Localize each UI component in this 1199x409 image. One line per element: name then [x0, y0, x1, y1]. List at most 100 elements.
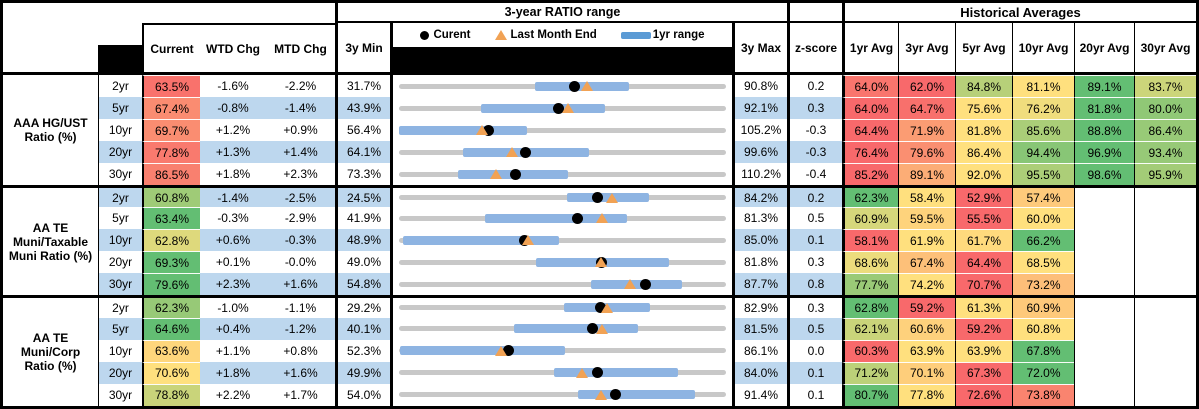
wtd-chg-cell: +1.1% [215, 343, 251, 358]
avg-cell: 95.5% [1012, 163, 1074, 186]
3y-max-cell: 110.2% [732, 163, 787, 186]
avg-cell: 76.4% [842, 141, 898, 164]
mtd-chg-cell: +0.9% [283, 123, 318, 138]
mtd-chg-cell: +1.4% [266, 141, 335, 164]
avg-cell [1134, 295, 1196, 318]
avg-cell [1074, 229, 1134, 252]
avg-cell: 81.1% [1012, 75, 1074, 98]
last-month-triangle [605, 192, 618, 203]
last-month-triangle [581, 81, 594, 92]
5yr-avg-column-header: 5yr Avg [955, 23, 1012, 75]
mtd-chg-cell: -0.3% [266, 229, 335, 252]
3y-max-cell: 84.0% [732, 361, 787, 384]
current-dot [510, 168, 522, 180]
range-chart [390, 273, 732, 296]
group-label: AAA HG/UST Ratio (%) [13, 116, 88, 145]
wtd-chg-cell: +1.8% [200, 361, 266, 384]
legend-item-1yr-range: 1yr range [620, 29, 705, 41]
avg-cell: 73.2% [1012, 273, 1074, 296]
avg-cell: 96.9% [1074, 141, 1134, 164]
avg-cell: 60.9% [842, 207, 898, 230]
3y-min-cell: 52.3% [335, 339, 390, 362]
3y-min-cell: 41.9% [335, 207, 390, 230]
avg-cell: 83.7% [1134, 75, 1196, 98]
range-group-header: 3-year RATIO range [335, 3, 787, 23]
current-cell: 63.6% [142, 339, 200, 362]
current-column-header: Current [142, 23, 200, 75]
current-cell: 70.6% [142, 361, 200, 384]
avg-cell: 79.6% [898, 141, 955, 164]
current-dot [571, 212, 583, 224]
wtd-chg-cell: +0.1% [215, 255, 251, 270]
chart-header-black-band [393, 47, 732, 72]
wtd-chg-cell: +2.2% [215, 387, 251, 402]
3y-range-track [399, 127, 726, 133]
avg-cell: 86.4% [955, 141, 1012, 164]
avg-cell: 55.5% [955, 207, 1012, 230]
group-label: AA TE Muni/Taxable Muni Ratio (%) [3, 185, 98, 295]
tenor-label: 2yr [98, 185, 142, 208]
avg-cell: 64.0% [842, 97, 898, 120]
legend-current-label: Curent [433, 29, 471, 41]
current-cell: 62.8% [142, 229, 200, 252]
avg-cell: 84.8% [955, 75, 1012, 98]
wtd-chg-cell: +0.4% [200, 317, 266, 340]
avg-cell: 71.2% [842, 361, 898, 384]
avg-cell: 92.0% [955, 163, 1012, 186]
avg-cell: 61.7% [955, 229, 1012, 252]
avg-cell: 63.9% [955, 339, 1012, 362]
3y-max-cell: 105.2% [732, 119, 787, 142]
wtd-chg-cell: +0.6% [200, 229, 266, 252]
3y-max-cell: 81.8% [732, 251, 787, 274]
last-month-triangle-icon [494, 30, 507, 40]
avg-cell [1134, 185, 1196, 208]
avg-cell: 63.9% [898, 339, 955, 362]
z-score-cell: 0.3 [787, 295, 842, 318]
tenor-label: 5yr [98, 317, 142, 340]
last-month-triangle [594, 389, 607, 400]
avg-cell [1074, 339, 1134, 362]
avg-cell: 64.0% [842, 75, 898, 98]
last-month-triangle [476, 125, 489, 136]
mtd-chg-cell: -1.2% [266, 317, 335, 340]
avg-cell: 73.8% [1012, 383, 1074, 406]
avg-cell: 64.7% [898, 97, 955, 120]
avg-cell [1134, 383, 1196, 406]
current-cell: 78.8% [142, 383, 200, 406]
3y-min-cell: 49.0% [335, 251, 390, 274]
avg-cell: 61.9% [898, 229, 955, 252]
range-chart [390, 361, 732, 384]
3y-min-cell: 43.9% [335, 97, 390, 120]
last-month-triangle [623, 279, 636, 290]
avg-cell: 76.2% [1012, 97, 1074, 120]
historical-averages-group-header: Historical Averages [842, 3, 1196, 23]
3y-range-track [399, 392, 726, 398]
legend-item-last-month: Last Month End [494, 29, 597, 41]
3y-min-cell: 31.7% [335, 75, 390, 98]
3y-max-cell: 85.0% [732, 229, 787, 252]
tenor-label: 20yr [98, 361, 142, 384]
current-dot [639, 278, 651, 290]
tenor-label: 10yr [98, 339, 142, 362]
current-cell: 79.6% [142, 273, 200, 296]
3y-range-track [399, 237, 726, 243]
3y-max-column-header: 3y Max [732, 23, 787, 75]
3y-min-cell: 24.5% [335, 185, 390, 208]
wtd-chg-cell: -1.0% [200, 295, 266, 317]
3y-min-cell: 48.9% [335, 229, 390, 252]
z-score-cell: 0.2 [787, 75, 842, 98]
tenor-label: 30yr [98, 383, 142, 406]
1yr-avg-column-header: 1yr Avg [842, 23, 898, 75]
z-score-cell: 0.2 [787, 185, 842, 208]
avg-cell: 80.0% [1134, 97, 1196, 120]
current-cell: 63.4% [142, 207, 200, 230]
avg-cell: 60.0% [1012, 207, 1074, 230]
wtd-chg-cell: +2.3% [200, 273, 266, 296]
wtd-chg-cell: -1.4% [200, 185, 266, 208]
avg-cell: 80.7% [842, 383, 898, 406]
1yr-range-bar [399, 125, 527, 135]
z-score-column-header: z-score [787, 23, 842, 75]
avg-cell [1074, 251, 1134, 274]
avg-cell [1134, 361, 1196, 384]
mtd-chg-cell: -1.1% [266, 295, 335, 317]
